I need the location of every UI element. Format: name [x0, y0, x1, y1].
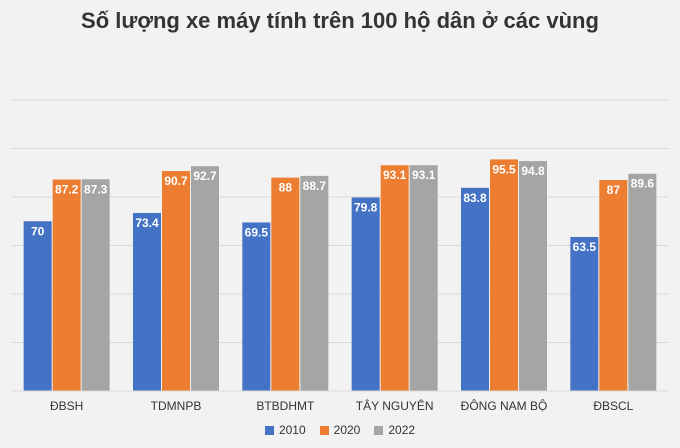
bar-2020-2 — [271, 177, 300, 391]
bar-2020-1 — [162, 171, 190, 391]
x-tick-label: BTBDHMT — [256, 399, 315, 413]
bar-2010-5 — [570, 237, 599, 391]
bar-2020-4 — [490, 159, 518, 391]
data-label: 88.7 — [303, 179, 327, 193]
legend-label-2022: 2022 — [388, 423, 416, 437]
chart-title: Số lượng xe máy tính trên 100 hộ dân ở c… — [81, 8, 599, 33]
x-tick-label: ĐÔNG NAM BỘ — [461, 398, 548, 413]
data-label: 93.1 — [383, 168, 407, 182]
data-label: 87.3 — [84, 182, 108, 196]
legend-label-2020: 2020 — [333, 423, 361, 437]
x-tick-label: TDMNPB — [151, 399, 202, 413]
bar-2010-2 — [242, 222, 271, 391]
bar-2010-4 — [461, 187, 489, 391]
legend-item-2022: 2022 — [374, 423, 415, 437]
legend-swatch-2010 — [264, 425, 274, 435]
data-label: 93.1 — [412, 168, 436, 182]
data-label: 69.5 — [245, 225, 269, 239]
data-label: 70 — [31, 224, 45, 238]
data-label: 63.5 — [573, 240, 597, 254]
data-label: 79.8 — [354, 200, 378, 214]
data-label: 87 — [607, 183, 621, 197]
bar-2010-3 — [351, 197, 380, 391]
data-label: 83.8 — [463, 191, 487, 205]
bar-2020-5 — [599, 180, 628, 391]
bar-2020-3 — [380, 165, 409, 391]
bar-2022-5 — [628, 173, 657, 391]
bar-2022-2 — [300, 175, 329, 391]
legend-swatch-2022 — [374, 425, 384, 435]
x-tick-label: ĐBSCL — [593, 399, 633, 413]
data-label: 73.4 — [135, 216, 159, 230]
bar-2022-3 — [409, 165, 438, 391]
legend-item-2010: 2010 — [264, 423, 306, 437]
data-label: 92.7 — [193, 169, 217, 183]
legend-swatch-2020 — [319, 425, 329, 435]
bar-2022-0 — [81, 179, 110, 391]
data-label: 88 — [279, 181, 293, 195]
data-label: 95.5 — [492, 162, 516, 176]
legend: 2010 2020 2022 — [0, 423, 680, 437]
legend-item-2020: 2020 — [319, 423, 361, 437]
x-tick-label: ĐBSH — [50, 399, 83, 413]
bar-2022-1 — [191, 166, 219, 391]
bar-2022-4 — [519, 161, 547, 391]
bar-2020-0 — [52, 179, 81, 391]
data-label: 87.2 — [55, 183, 79, 197]
bar-2010-0 — [23, 221, 52, 391]
data-label: 94.8 — [521, 164, 545, 178]
x-tick-label: TÂY NGUYÊN — [356, 398, 434, 413]
data-label: 90.7 — [164, 174, 188, 188]
bar-2010-1 — [133, 213, 161, 391]
legend-label-2010: 2010 — [278, 423, 306, 437]
data-label: 89.6 — [631, 177, 655, 191]
